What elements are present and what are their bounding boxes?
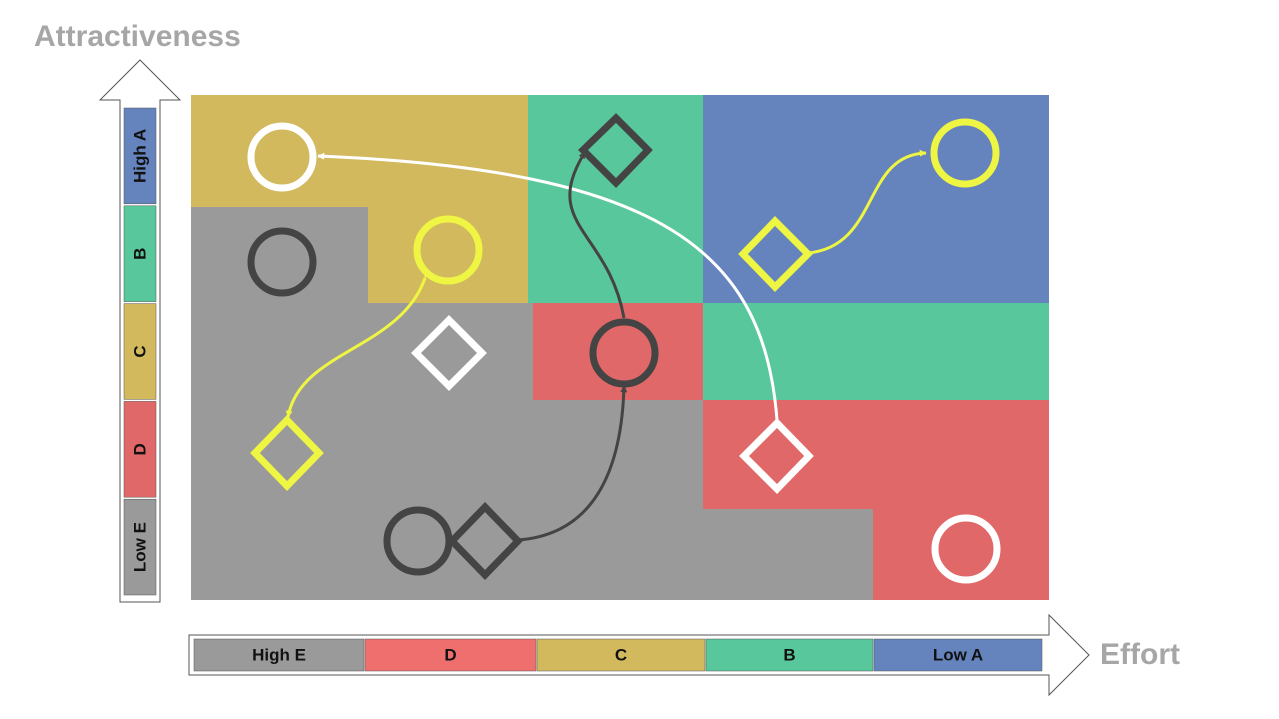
markers bbox=[247, 113, 1001, 584]
yellow-diamond-grey bbox=[250, 414, 324, 492]
y-axis-title: Attractiveness bbox=[34, 20, 241, 53]
y-segment-label-d: D bbox=[131, 443, 150, 455]
y-segment-c bbox=[123, 303, 157, 400]
x-segment-label-c-2: C bbox=[615, 646, 627, 665]
arrow-dark-up bbox=[568, 151, 626, 319]
yellow-circle-gold bbox=[413, 215, 483, 285]
x-axis-arrow: High E D C B Low A bbox=[188, 613, 1090, 697]
y-segment-low-e bbox=[123, 498, 157, 596]
y-segment-label-b: B bbox=[131, 248, 150, 260]
yellow-circle-blue bbox=[930, 118, 1000, 188]
x-axis-title: Effort bbox=[1100, 638, 1180, 671]
x-segment-low-a-4 bbox=[873, 638, 1043, 672]
x-segment-c-2 bbox=[536, 638, 706, 672]
y-segment-label-low-e: Low E bbox=[131, 522, 150, 572]
zone-green-top bbox=[528, 95, 703, 303]
arrow-yellow-left bbox=[285, 270, 431, 418]
dark-circle-red bbox=[589, 318, 659, 388]
x-segment-label-b-3: B bbox=[783, 646, 795, 665]
arrow-white-long bbox=[317, 152, 779, 421]
y-segment-b bbox=[123, 205, 157, 302]
white-diamond-grey bbox=[411, 315, 487, 391]
dark-circle-grey bbox=[247, 227, 317, 297]
y-segment-label-c: C bbox=[131, 345, 150, 357]
x-segment-label-high-e-0: High E bbox=[252, 646, 306, 665]
x-segment-d-1 bbox=[364, 638, 537, 672]
zone-blue bbox=[703, 95, 1049, 303]
x-segment-b-3 bbox=[705, 638, 874, 672]
x-segment-label-d-1: D bbox=[444, 646, 456, 665]
dark-diamond-green bbox=[578, 113, 653, 188]
y-axis-arrow: High A B C D Low E bbox=[98, 59, 182, 603]
matrix-zones bbox=[191, 95, 1049, 600]
y-segment-d bbox=[123, 401, 157, 498]
y-segment-high-a bbox=[123, 107, 157, 205]
white-circle-bottom-right bbox=[931, 514, 1001, 584]
white-circle-top-left bbox=[247, 122, 317, 192]
x-segment-high-e-0 bbox=[193, 638, 365, 672]
zone-gold bbox=[191, 95, 528, 303]
zone-green-right bbox=[703, 303, 1049, 400]
dark-diamond-bottom bbox=[447, 501, 523, 581]
zone-red-bottom-right bbox=[703, 400, 1049, 600]
white-diamond-red bbox=[739, 418, 814, 494]
y-segment-label-high-a: High A bbox=[131, 129, 150, 183]
yellow-diamond-blue bbox=[738, 216, 813, 292]
movement-arrows bbox=[285, 149, 927, 542]
arrow-yellow-blue bbox=[807, 149, 927, 255]
x-segment-label-low-a-4: Low A bbox=[933, 646, 983, 665]
arrow-dark-bottom bbox=[517, 385, 628, 542]
